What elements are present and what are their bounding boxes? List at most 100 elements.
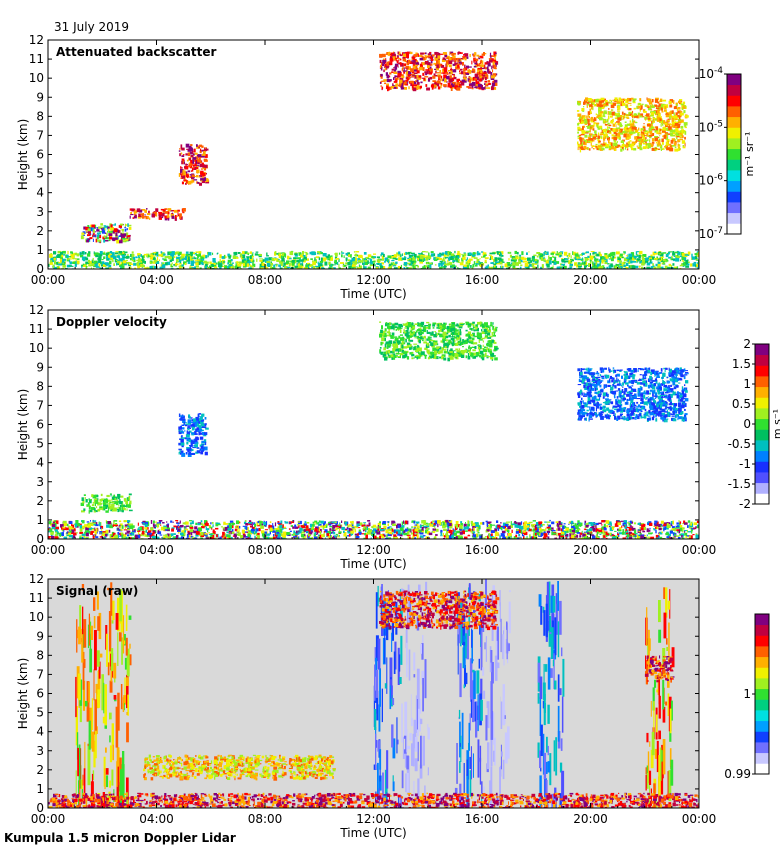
y-tick-label: 8 <box>36 648 44 662</box>
y-tick-label: 3 <box>36 475 44 489</box>
feature-cirrus-7-9km <box>577 367 689 423</box>
y-tick-label: 0 <box>36 801 44 815</box>
colorbar-tick-label: 10-7 <box>699 226 723 241</box>
y-tick-label: 7 <box>36 128 44 142</box>
panel-title: Signal (raw) <box>56 584 138 598</box>
x-axis-label: Time (UTC) <box>339 826 406 840</box>
y-tick-label: 11 <box>29 322 44 336</box>
feature-noise-band-3 <box>400 581 430 808</box>
y-tick-label: 8 <box>36 379 44 393</box>
x-tick-label: 00:00 <box>31 812 66 826</box>
y-tick-label: 4 <box>36 456 44 470</box>
feature-cloud-3km <box>129 208 186 221</box>
colorbar-unit-label: m s⁻¹ <box>771 409 780 439</box>
plot-area <box>48 310 699 539</box>
panel-title: Doppler velocity <box>56 315 167 329</box>
x-axis-label: Time (UTC) <box>339 287 406 301</box>
feature-cirrus-7km <box>644 655 675 683</box>
x-tick-label: 04:00 <box>139 812 174 826</box>
y-tick-label: 7 <box>36 398 44 412</box>
y-tick-label: 10 <box>29 610 44 624</box>
colorbar-tick-label: -2 <box>739 497 751 511</box>
y-tick-label: 0 <box>36 262 44 276</box>
feature-cloud-5km <box>178 413 209 457</box>
x-tick-label: 08:00 <box>248 543 283 557</box>
colorbar-tick-label: 0.5 <box>732 397 751 411</box>
colorbar-frame <box>726 73 742 235</box>
colorbar: 10.99 <box>724 613 770 781</box>
feature-boundary-layer-turbulence <box>48 519 699 539</box>
data-field <box>48 321 699 539</box>
x-tick-label: 16:00 <box>465 812 500 826</box>
x-tick-label: 12:00 <box>356 812 391 826</box>
y-tick-label: 10 <box>29 341 44 355</box>
feature-noise-band-5 <box>482 579 512 808</box>
y-tick-label: 7 <box>36 667 44 681</box>
y-tick-label: 11 <box>29 52 44 66</box>
colorbar-tick-label: 10-5 <box>699 119 723 134</box>
plot-area <box>48 40 699 269</box>
y-tick-label: 4 <box>36 186 44 200</box>
x-tick-label: 08:00 <box>248 812 283 826</box>
colorbar-tick-label: 10-6 <box>699 173 724 188</box>
y-axis-label: Height (km) <box>16 389 30 460</box>
data-field <box>48 579 699 808</box>
y-tick-label: 2 <box>36 494 44 508</box>
x-tick-label: 16:00 <box>465 273 500 287</box>
x-tick-label: 00:00 <box>31 543 66 557</box>
y-tick-label: 9 <box>36 90 44 104</box>
x-tick-label: 00:00 <box>682 812 717 826</box>
y-tick-label: 1 <box>36 782 44 796</box>
x-axis-label: Time (UTC) <box>339 557 406 571</box>
feature-cirrus-11km <box>379 590 500 631</box>
colorbar-tick-label: -1.5 <box>728 477 751 491</box>
y-tick-label: 8 <box>36 109 44 123</box>
x-tick-label: 12:00 <box>356 543 391 557</box>
y-tick-label: 0 <box>36 532 44 546</box>
colorbar-unit-label: m⁻¹ sr⁻¹ <box>743 132 756 177</box>
x-tick-label: 08:00 <box>248 273 283 287</box>
x-tick-label: 12:00 <box>356 273 391 287</box>
instrument-label: Kumpula 1.5 micron Doppler Lidar <box>4 831 236 845</box>
y-tick-label: 10 <box>29 71 44 85</box>
data-field <box>48 51 699 269</box>
feature-boundary-layer <box>48 792 699 808</box>
y-tick-label: 1 <box>36 243 44 257</box>
x-tick-label: 20:00 <box>573 273 608 287</box>
x-tick-label: 20:00 <box>573 812 608 826</box>
y-tick-label: 2 <box>36 763 44 777</box>
y-tick-label: 6 <box>36 148 44 162</box>
colorbar-tick-label: 0 <box>743 417 751 431</box>
y-axis-label: Height (km) <box>16 119 30 190</box>
colorbar-tick-label: -0.5 <box>728 437 751 451</box>
colorbar-tick-label: 1.5 <box>732 357 751 371</box>
y-tick-label: 4 <box>36 725 44 739</box>
colorbar: 10-4 10-5 10-6 10-7 m⁻¹ sr⁻¹ <box>699 66 756 241</box>
y-tick-label: 12 <box>29 572 44 586</box>
x-tick-label: 20:00 <box>573 543 608 557</box>
feature-aerosol-layer <box>80 223 132 244</box>
y-tick-label: 3 <box>36 744 44 758</box>
colorbar-tick-label: 0.99 <box>724 767 751 781</box>
y-tick-label: 9 <box>36 629 44 643</box>
colorbar-tick-label: 1 <box>743 377 751 391</box>
colorbar-tick-label: 10-4 <box>699 66 724 81</box>
y-tick-label: 6 <box>36 687 44 701</box>
y-tick-label: 5 <box>36 706 44 720</box>
x-tick-label: 04:00 <box>139 543 174 557</box>
y-tick-label: 5 <box>36 437 44 451</box>
x-tick-label: 00:00 <box>682 543 717 557</box>
feature-aerosol-layer <box>143 754 336 781</box>
y-tick-label: 5 <box>36 167 44 181</box>
y-tick-label: 1 <box>36 513 44 527</box>
y-tick-label: 12 <box>29 33 44 47</box>
y-tick-label: 2 <box>36 224 44 238</box>
x-tick-label: 00:00 <box>31 273 66 287</box>
y-axis-label: Height (km) <box>16 658 30 729</box>
colorbar-tick-label: 2 <box>743 337 751 351</box>
x-tick-label: 00:00 <box>682 273 717 287</box>
colorbar-tick-label: -1 <box>739 457 751 471</box>
